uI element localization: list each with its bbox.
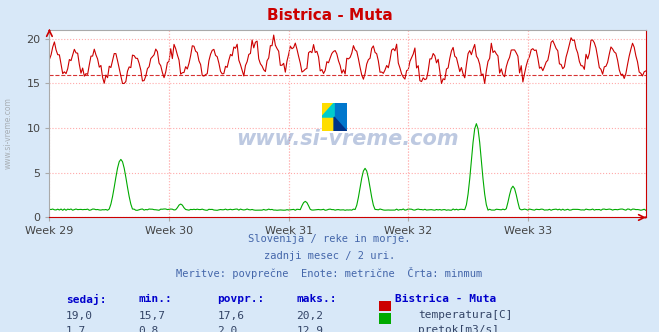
Text: 12,9: 12,9	[297, 326, 324, 332]
Text: Bistrica - Muta: Bistrica - Muta	[395, 294, 497, 304]
Text: pretok[m3/s]: pretok[m3/s]	[418, 325, 500, 332]
Text: Meritve: povprečne  Enote: metrične  Črta: minmum: Meritve: povprečne Enote: metrične Črta:…	[177, 267, 482, 279]
Text: 2,0: 2,0	[217, 326, 238, 332]
Text: min.:: min.:	[138, 294, 172, 304]
Text: sedaj:: sedaj:	[66, 294, 106, 305]
Text: www.si-vreme.com: www.si-vreme.com	[237, 129, 459, 149]
Bar	[379, 313, 391, 324]
Bar	[322, 103, 334, 131]
Text: zadnji mesec / 2 uri.: zadnji mesec / 2 uri.	[264, 251, 395, 261]
Text: Slovenija / reke in morje.: Slovenija / reke in morje.	[248, 234, 411, 244]
Text: 20,2: 20,2	[297, 311, 324, 321]
Text: povpr.:: povpr.:	[217, 294, 265, 304]
Text: maks.:: maks.:	[297, 294, 337, 304]
Polygon shape	[334, 117, 347, 131]
Text: 15,7: 15,7	[138, 311, 165, 321]
Text: temperatura[C]: temperatura[C]	[418, 310, 513, 320]
Text: 17,6: 17,6	[217, 311, 244, 321]
Bar	[379, 301, 391, 311]
Text: Bistrica - Muta: Bistrica - Muta	[267, 8, 392, 23]
Polygon shape	[322, 103, 334, 117]
Text: www.si-vreme.com: www.si-vreme.com	[3, 97, 13, 169]
Text: 1,7: 1,7	[66, 326, 86, 332]
Text: 19,0: 19,0	[66, 311, 93, 321]
Bar	[334, 103, 347, 131]
Text: 0,8: 0,8	[138, 326, 159, 332]
